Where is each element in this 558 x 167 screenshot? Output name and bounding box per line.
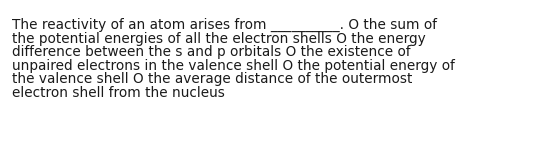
Text: unpaired electrons in the valence shell O the potential energy of: unpaired electrons in the valence shell …: [12, 59, 455, 73]
Text: the potential energies of all the electron shells O the energy: the potential energies of all the electr…: [12, 32, 426, 46]
Text: The reactivity of an atom arises from __________. O the sum of: The reactivity of an atom arises from __…: [12, 18, 437, 32]
Text: difference between the s and p orbitals O the existence of: difference between the s and p orbitals …: [12, 45, 411, 59]
Text: electron shell from the nucleus: electron shell from the nucleus: [12, 86, 225, 100]
Text: the valence shell O the average distance of the outermost: the valence shell O the average distance…: [12, 72, 412, 86]
